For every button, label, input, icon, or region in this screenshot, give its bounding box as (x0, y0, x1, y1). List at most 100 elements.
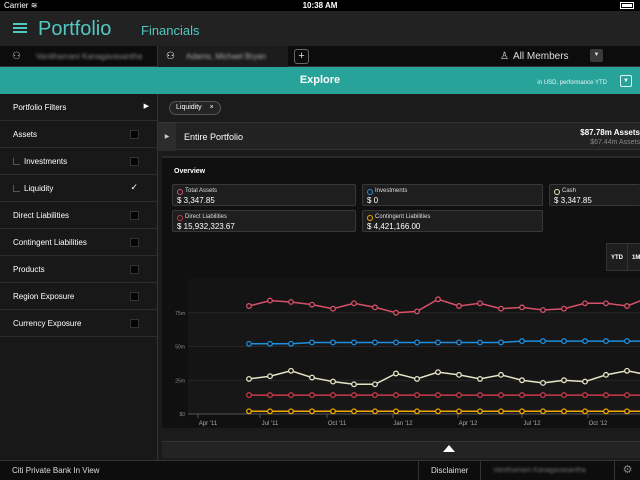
add-tab-button[interactable]: + (294, 49, 309, 64)
data-point (603, 300, 609, 307)
app-bar: Portfolio Financials (0, 11, 640, 46)
sidebar-item-label: Investments (24, 157, 68, 166)
wifi-icon: ≋ (30, 1, 38, 10)
card-label: Contingent Liabilities (375, 214, 431, 220)
direct-liabilities-checkbox[interactable] (130, 211, 139, 220)
brand-label: Citi Private Bank In View (12, 466, 100, 475)
client-tab-1[interactable]: ⚇ Vanithamani Kanagavasantha (0, 46, 158, 67)
sidebar-item-currency-exposure[interactable]: Currency Exposure (0, 310, 157, 337)
x-tick-label: Oct '12 (589, 421, 608, 427)
all-members-label: All Members (512, 51, 569, 62)
data-point (372, 339, 378, 346)
client-tab-1-name: Vanithamani Kanagavasantha (36, 52, 143, 61)
region-exposure-checkbox[interactable] (130, 292, 139, 301)
card-value: $ 3,347.85 (177, 196, 215, 205)
contingent-liabilities-checkbox[interactable] (130, 238, 139, 247)
card-label: Total Assets (185, 188, 218, 194)
x-tick-label: Jul '12 (523, 421, 541, 427)
data-point (582, 338, 588, 345)
investments-checkbox[interactable] (130, 157, 139, 166)
data-point (603, 392, 609, 399)
summary-card-cash[interactable]: Cash $ 3,347.85 (549, 184, 640, 206)
data-point (330, 392, 336, 399)
card-label: Direct Liabilities (185, 214, 228, 220)
data-point (540, 379, 546, 386)
all-members-selector[interactable]: ♙ All Members (500, 51, 569, 62)
data-point (435, 369, 441, 376)
series-line (248, 370, 640, 386)
assets-checkbox[interactable] (130, 130, 139, 139)
data-point (393, 309, 399, 316)
card-label: Investments (375, 188, 408, 194)
sidebar-item-region-exposure[interactable]: Region Exposure (0, 283, 157, 310)
y-tick-label: 50m (175, 345, 185, 351)
sidebar-item-contingent-liabilities[interactable]: Contingent Liabilities (0, 229, 157, 256)
data-point (624, 367, 630, 374)
disclaimer-link[interactable]: Disclaimer (418, 461, 482, 480)
expand-portfolio-button[interactable]: ▶ (158, 123, 176, 151)
sidebar-item-products[interactable]: Products (0, 256, 157, 283)
data-point (372, 392, 378, 399)
people-icon: ⚇ (166, 51, 175, 62)
summary-card-contingent-liabilities[interactable]: Contingent Liabilities $ 4,421,166.00 (362, 210, 543, 232)
carrier-label: Carrier (4, 1, 29, 10)
sidebar-item-label: Assets (13, 130, 38, 139)
data-point (498, 392, 504, 399)
data-point (414, 408, 420, 415)
clock: 10:38 AM (302, 1, 338, 10)
legend-dot-icon (367, 189, 373, 195)
series-line (248, 298, 640, 314)
data-point (288, 408, 294, 415)
arrow-right-icon: ▶ (143, 103, 149, 110)
overview-title: Overview (174, 168, 206, 175)
collapse-chart-bar[interactable] (162, 441, 640, 458)
checkmark-icon[interactable]: ✓ (130, 182, 138, 192)
portfolio-filters-sidebar: Portfolio Filters ▶ Assets Investments L… (0, 94, 158, 460)
data-point (309, 301, 315, 308)
sidebar-item-investments[interactable]: Investments (0, 148, 157, 175)
hamburger-icon[interactable] (13, 23, 27, 33)
chevron-up-icon[interactable] (443, 445, 455, 452)
play-arrow-icon: ▶ (164, 134, 170, 140)
x-tick-label: Jan '12 (393, 421, 413, 427)
close-icon[interactable]: × (209, 104, 214, 111)
sidebar-item-liquidity[interactable]: Liquidity ✓ (0, 175, 157, 202)
members-dropdown-button[interactable]: ▼ (590, 49, 603, 62)
x-tick-label: Oct '11 (328, 421, 347, 427)
client-tabs-bar: ⚇ Vanithamani Kanagavasantha ⚇ Adams, Mi… (0, 46, 640, 67)
data-point (519, 338, 525, 345)
legend-dot-icon (177, 215, 183, 221)
period-button-1m[interactable]: 1M (628, 243, 640, 271)
client-tab-2[interactable]: ⚇ Adams, Michael Bryan (158, 46, 288, 67)
summary-card-investments[interactable]: Investments $ 0 (362, 184, 543, 206)
currency-exposure-checkbox[interactable] (130, 319, 139, 328)
grid-band (188, 380, 640, 414)
data-point (519, 392, 525, 399)
sidebar-item-portfolio-filters[interactable]: Portfolio Filters ▶ (0, 94, 157, 121)
portfolio-header: ▶ Entire Portfolio $87.78m Assets $67.44… (158, 122, 640, 151)
sidebar-item-direct-liabilities[interactable]: Direct Liabilities (0, 202, 157, 229)
x-tick-label: Jul '11 (262, 421, 279, 427)
data-point (393, 408, 399, 415)
data-point (561, 377, 567, 384)
explore-title: Explore (299, 74, 341, 86)
explore-options-button[interactable]: ▼ (620, 75, 632, 87)
sidebar-item-assets[interactable]: Assets (0, 121, 157, 148)
summary-card-total-assets[interactable]: Total Assets $ 3,347.85 (172, 184, 356, 206)
data-point (372, 381, 378, 388)
card-value: $ 3,347.85 (554, 196, 592, 205)
summary-card-direct-liabilities[interactable]: Direct Liabilities $ 15,932,323.67 (172, 210, 356, 232)
gear-icon[interactable]: ⚙ (614, 461, 640, 480)
products-checkbox[interactable] (130, 265, 139, 274)
data-point (267, 392, 273, 399)
currency-label: in USD, performance YTD (537, 80, 607, 86)
data-point (309, 392, 315, 399)
data-point (435, 339, 441, 346)
data-point (330, 305, 336, 312)
data-point (456, 392, 462, 399)
period-button-ytd[interactable]: YTD (606, 243, 628, 271)
data-point (393, 392, 399, 399)
data-point (435, 296, 441, 303)
person-icon: ♙ (500, 51, 509, 62)
filter-chip-liquidity[interactable]: Liquidity × (169, 101, 221, 115)
